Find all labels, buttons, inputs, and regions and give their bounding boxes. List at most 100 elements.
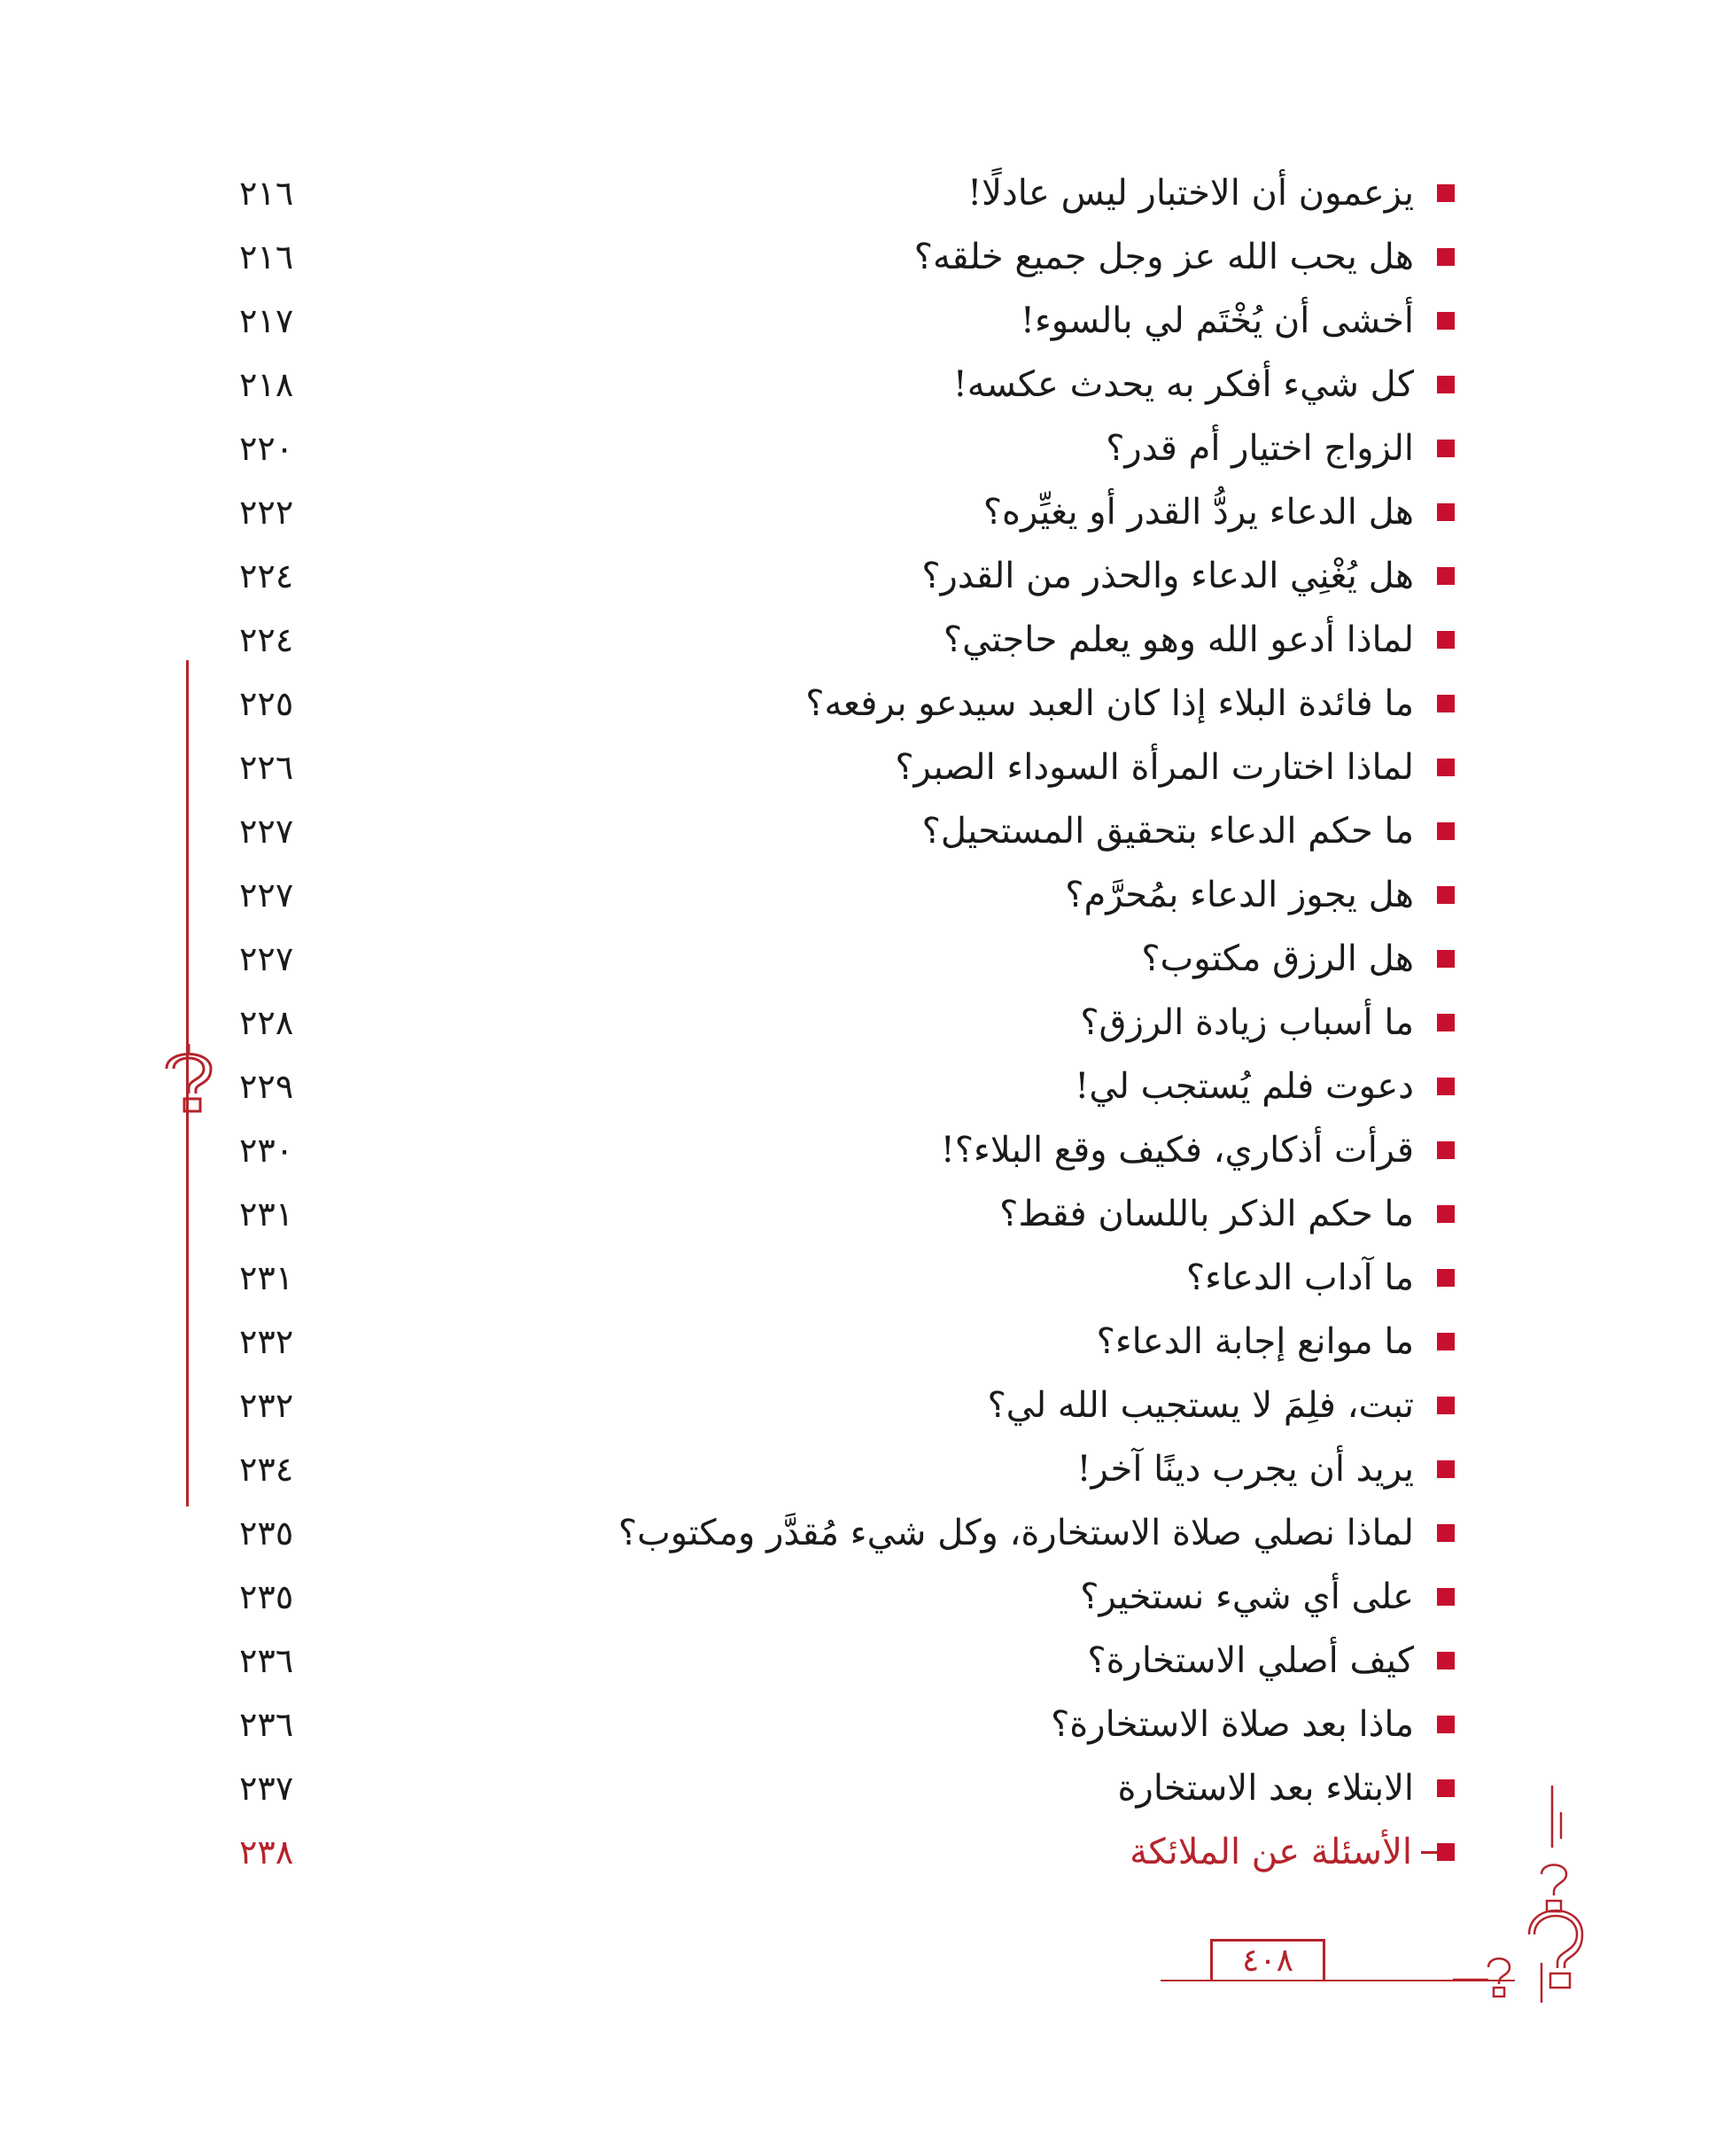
toc-entry-title: ماذا بعد صلاة الاستخارة؟ (1051, 1704, 1414, 1745)
toc-entry-page: ٢٣٥ (239, 1514, 294, 1553)
toc-entry-page: ٢٢٠ (239, 429, 294, 468)
square-bullet-icon (1437, 1588, 1455, 1606)
toc-entry-title: ما أسباب زيادة الرزق؟ (1080, 1002, 1414, 1043)
toc-entry-page: ٢٣١ (239, 1195, 294, 1234)
table-of-contents: يزعمون أن الاختبار ليس عادلًا! ٢١٦ هل يحب… (239, 161, 1455, 1884)
toc-entry-title: لماذا أدعو الله وهو يعلم حاجتي؟ (943, 619, 1414, 660)
toc-entry-title: لماذا اختارت المرأة السوداء الصبر؟ (895, 747, 1414, 788)
toc-entry-title: هل الرزق مكتوب؟ (1141, 938, 1414, 979)
toc-entry-page: ٢١٦ (239, 174, 294, 213)
toc-entry-title: يريد أن يجرب دينًا آخر! (1076, 1449, 1414, 1490)
toc-entry-title: أخشى أن يُخْتَم لي بالسوء! (1020, 300, 1414, 341)
toc-entry-page: ٢٢٢ (239, 493, 294, 532)
toc-entry[interactable]: لماذا اختارت المرأة السوداء الصبر؟ ٢٢٦ (239, 736, 1455, 799)
toc-entry-page: ٢٢٤ (239, 557, 294, 595)
toc-entry[interactable]: كيف أصلي الاستخارة؟ ٢٣٦ (239, 1629, 1455, 1693)
toc-entry[interactable]: ما أسباب زيادة الرزق؟ ٢٢٨ (239, 991, 1455, 1055)
left-decorative-rule (186, 660, 189, 1506)
toc-entry[interactable]: لماذا أدعو الله وهو يعلم حاجتي؟ ٢٢٤ (239, 608, 1455, 672)
toc-entry[interactable]: قرأت أذكاري، فكيف وقع البلاء؟! ٢٣٠ (239, 1118, 1455, 1182)
toc-entry[interactable]: الابتلاء بعد الاستخارة ٢٣٧ (239, 1756, 1455, 1820)
toc-entry-title: ما آداب الدعاء؟ (1185, 1257, 1414, 1298)
toc-entry[interactable]: على أي شيء نستخير؟ ٢٣٥ (239, 1565, 1455, 1629)
toc-entry-page: ٢٢٧ (239, 876, 294, 915)
square-bullet-icon (1437, 695, 1455, 712)
question-mark-ornament-icon (165, 1044, 213, 1113)
toc-entry-page: ٢١٧ (239, 301, 294, 340)
toc-entry-page: ٢٣٦ (239, 1641, 294, 1680)
toc-entry-title: قرأت أذكاري، فكيف وقع البلاء؟! (940, 1130, 1414, 1171)
toc-entry[interactable]: ما آداب الدعاء؟ ٢٣١ (239, 1246, 1455, 1310)
square-bullet-icon (1437, 950, 1455, 968)
square-bullet-icon (1437, 1014, 1455, 1031)
toc-entry[interactable]: ماذا بعد صلاة الاستخارة؟ ٢٣٦ (239, 1693, 1455, 1756)
toc-entry[interactable]: يزعمون أن الاختبار ليس عادلًا! ٢١٦ (239, 161, 1455, 225)
toc-entry-title: ما فائدة البلاء إذا كان العبد سيدعو برفع… (805, 683, 1414, 724)
toc-entry-page: ٢١٦ (239, 237, 294, 276)
toc-entry-page: ٢٣٤ (239, 1450, 294, 1489)
toc-entry[interactable]: ما موانع إجابة الدعاء؟ ٢٣٢ (239, 1310, 1455, 1374)
square-bullet-icon (1437, 886, 1455, 904)
toc-entry-title: ما حكم الدعاء بتحقيق المستحيل؟ (921, 811, 1414, 852)
square-bullet-icon (1437, 631, 1455, 649)
toc-entry-page: ٢١٨ (239, 365, 294, 404)
toc-entry[interactable]: هل يُغْنِي الدعاء والحذر من القدر؟ ٢٢٤ (239, 544, 1455, 608)
toc-entry[interactable]: ما حكم الذكر باللسان فقط؟ ٢٣١ (239, 1182, 1455, 1246)
square-bullet-icon (1437, 1269, 1455, 1287)
toc-entry[interactable]: أخشى أن يُخْتَم لي بالسوء! ٢١٧ (239, 289, 1455, 353)
corner-question-mark-ornament-icon (1453, 1786, 1584, 2003)
toc-entry-title: هل يجوز الدعاء بمُحرَّم؟ (1065, 875, 1414, 915)
square-bullet-icon (1437, 1524, 1455, 1542)
toc-entry-page: ٢٣١ (239, 1258, 294, 1297)
toc-entry-title: هل الدعاء يردُّ القدر أو يغيِّره؟ (982, 492, 1414, 533)
toc-entry[interactable]: هل يحب الله عز وجل جميع خلقه؟ ٢١٦ (239, 225, 1455, 289)
toc-entry-title: الابتلاء بعد الاستخارة (1117, 1768, 1414, 1809)
toc-entry-title: كيف أصلي الاستخارة؟ (1087, 1640, 1414, 1681)
toc-entry-page: ٢٣٧ (239, 1769, 294, 1808)
toc-entry-page: ٢٢٦ (239, 748, 294, 787)
toc-entry[interactable]: ما حكم الدعاء بتحقيق المستحيل؟ ٢٢٧ (239, 799, 1455, 863)
toc-entry[interactable]: الزواج اختيار أم قدر؟ ٢٢٠ (239, 416, 1455, 480)
square-bullet-icon (1437, 1779, 1455, 1797)
toc-entry-page: ٢٢٨ (239, 1003, 294, 1042)
toc-entry-page: ٢٣٥ (239, 1577, 294, 1616)
toc-entry-page: ٢٣٠ (239, 1131, 294, 1170)
toc-entry[interactable]: يريد أن يجرب دينًا آخر! ٢٣٤ (239, 1437, 1455, 1501)
toc-entry[interactable]: ما فائدة البلاء إذا كان العبد سيدعو برفع… (239, 672, 1455, 736)
toc-section-entry[interactable]: الأسئلة عن الملائكة ٢٣٨ (239, 1820, 1455, 1884)
toc-entry-title: ما موانع إجابة الدعاء؟ (1096, 1321, 1414, 1362)
page-number-box: ٤٠٨ (1210, 1939, 1325, 1980)
toc-entry[interactable]: تبت، فلِمَ لا يستجيب الله لي؟ ٢٣٢ (239, 1374, 1455, 1437)
dash-divider (1421, 1850, 1437, 1854)
page-number: ٤٠٨ (1241, 1942, 1293, 1979)
toc-entry-page: ٢٣٢ (239, 1322, 294, 1361)
toc-entry-title: هل يُغْنِي الدعاء والحذر من القدر؟ (921, 556, 1414, 596)
toc-entry-title: ما حكم الذكر باللسان فقط؟ (999, 1194, 1414, 1234)
square-bullet-icon (1437, 1141, 1455, 1159)
toc-entry-page: ٢٢٧ (239, 812, 294, 851)
square-bullet-icon (1437, 1460, 1455, 1478)
toc-entry-title: على أي شيء نستخير؟ (1080, 1576, 1414, 1617)
toc-entry-page: ٢٣٦ (239, 1705, 294, 1744)
toc-entry[interactable]: هل الدعاء يردُّ القدر أو يغيِّره؟ ٢٢٢ (239, 480, 1455, 544)
toc-entry-page: ٢٢٤ (239, 620, 294, 659)
square-bullet-icon (1437, 1078, 1455, 1095)
toc-entry-title: دعوت فلم يُستجب لي! (1075, 1066, 1414, 1107)
square-bullet-icon (1437, 567, 1455, 585)
toc-entry[interactable]: لماذا نصلي صلاة الاستخارة، وكل شيء مُقدَ… (239, 1501, 1455, 1565)
square-bullet-icon (1437, 440, 1455, 457)
square-bullet-icon (1437, 312, 1455, 330)
toc-entry[interactable]: كل شيء أفكر به يحدث عكسه! ٢١٨ (239, 353, 1455, 416)
toc-entry-title: الزواج اختيار أم قدر؟ (1106, 428, 1414, 469)
square-bullet-icon (1437, 1652, 1455, 1670)
square-bullet-icon (1437, 1333, 1455, 1350)
square-bullet-icon (1437, 248, 1455, 266)
toc-entry-title: تبت، فلِمَ لا يستجيب الله لي؟ (987, 1385, 1414, 1426)
toc-entry[interactable]: هل يجوز الدعاء بمُحرَّم؟ ٢٢٧ (239, 863, 1455, 927)
toc-section-page: ٢٣٨ (239, 1833, 294, 1872)
toc-entry[interactable]: دعوت فلم يُستجب لي! ٢٢٩ (239, 1055, 1455, 1118)
toc-entry-page: ٢٣٢ (239, 1386, 294, 1425)
square-bullet-icon (1437, 822, 1455, 840)
square-bullet-icon (1437, 1843, 1455, 1861)
toc-entry[interactable]: هل الرزق مكتوب؟ ٢٢٧ (239, 927, 1455, 991)
